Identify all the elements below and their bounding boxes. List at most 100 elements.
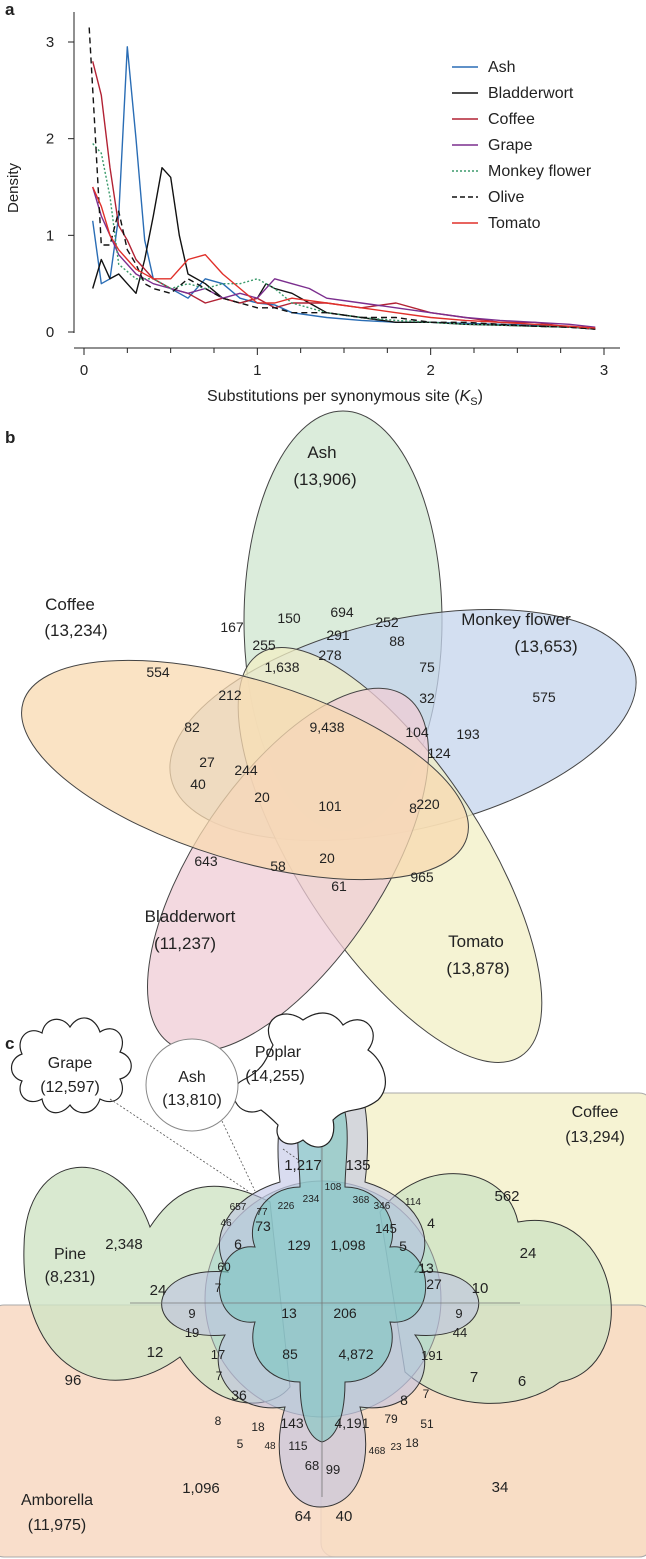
region-count: 44: [453, 1325, 467, 1340]
region-count: 145: [375, 1221, 397, 1236]
region-count: 88: [389, 633, 405, 649]
set-count-bladderwort: (11,237): [154, 934, 216, 953]
region-count: 135: [345, 1157, 370, 1174]
region-count: 104: [405, 724, 429, 740]
region-count: 17: [211, 1347, 225, 1362]
set-count-coffee: (13,294): [565, 1129, 625, 1146]
panel-label-b: b: [5, 428, 16, 447]
region-count: 27: [426, 1276, 442, 1292]
poplar-connector: [282, 1148, 301, 1162]
region-count: 226: [278, 1201, 295, 1212]
region-count: 115: [288, 1439, 307, 1453]
region-count: 27: [199, 754, 215, 770]
region-count: 64: [295, 1508, 312, 1525]
region-count: 4,191: [334, 1415, 369, 1431]
set-count-ash: (13,810): [162, 1092, 222, 1109]
region-count: 1,098: [330, 1237, 365, 1253]
x-tick-label: 0: [80, 362, 88, 379]
region-count: 468: [369, 1446, 386, 1457]
region-count: 7: [216, 1369, 223, 1383]
region-count: 562: [494, 1188, 519, 1205]
region-count: 10: [472, 1280, 489, 1297]
panel-label-a: a: [5, 0, 15, 19]
region-count: 124: [427, 745, 451, 761]
series-line-monkey-flower: [92, 143, 596, 330]
legend-label: Tomato: [488, 215, 541, 232]
region-count: 13: [281, 1305, 297, 1321]
set-label-ash: Ash: [178, 1069, 206, 1086]
region-count: 143: [280, 1415, 304, 1431]
venn-set-coffee: [21, 659, 469, 881]
region-count: 7: [215, 1281, 222, 1295]
legend-label: Bladderwort: [488, 85, 574, 102]
region-count: 150: [277, 610, 301, 626]
region-count: 643: [194, 853, 218, 869]
region-count: 101: [318, 798, 342, 814]
legend-label: Monkey flower: [488, 163, 592, 180]
region-count: 7: [470, 1369, 478, 1386]
region-count: 8: [409, 800, 417, 816]
region-count: 85: [282, 1346, 298, 1362]
legend-label: Olive: [488, 189, 525, 206]
set-count-coffee: (13,234): [44, 621, 107, 640]
region-count: 575: [532, 689, 556, 705]
region-count: 4,872: [338, 1346, 373, 1362]
y-tick-label: 3: [46, 34, 54, 51]
density-line-chart: 0 1 2 3 0 1 2 3 Density Substitutions per synon…: [5, 12, 620, 408]
chart-axes: [73, 12, 620, 349]
region-count: 40: [190, 776, 206, 792]
region-count: 255: [252, 637, 276, 653]
region-count: 7: [423, 1387, 430, 1401]
set-label-poplar: Poplar: [255, 1044, 302, 1061]
series-line-grape: [92, 186, 596, 328]
region-count: 657: [230, 1202, 247, 1213]
six-way-venn: Poplar (14,255) Grape (12,597) Ash (13,8…: [0, 1012, 646, 1558]
legend-label: Grape: [488, 137, 533, 154]
legend-label: Ash: [488, 59, 516, 76]
region-count: 18: [251, 1420, 265, 1434]
x-tick-label: 2: [426, 362, 434, 379]
region-count: 191: [421, 1348, 443, 1363]
region-count: 4: [427, 1215, 435, 1231]
region-count: 965: [410, 869, 434, 885]
ash-connector: [221, 1120, 256, 1192]
five-way-venn: Ash (13,906) Monkey flower (13,653) Coff…: [21, 410, 637, 1063]
y-axis-title: Density: [5, 162, 22, 213]
set-label-pine: Pine: [54, 1246, 86, 1263]
set-label-coffee: Coffee: [572, 1104, 619, 1121]
region-count: 114: [405, 1197, 421, 1208]
region-count: 20: [254, 789, 270, 805]
region-count: 20: [319, 850, 335, 866]
set-label-monkey-flower: Monkey flower: [461, 610, 571, 629]
region-count: 694: [330, 604, 354, 620]
region-count: 12: [147, 1344, 164, 1361]
region-count: 48: [264, 1441, 276, 1452]
region-count: 5: [399, 1238, 407, 1254]
region-count: 108: [325, 1182, 342, 1193]
region-count: 212: [218, 687, 242, 703]
panel-label-c: c: [5, 1034, 15, 1053]
region-count: 40: [336, 1508, 353, 1525]
region-count: 23: [390, 1442, 402, 1453]
set-shape-ash: [145, 1038, 239, 1132]
region-count: 73: [255, 1218, 271, 1234]
region-count: 234: [303, 1194, 320, 1205]
set-label-ash: Ash: [307, 443, 336, 462]
set-count-poplar: (14,255): [245, 1068, 305, 1085]
set-count-grape: (12,597): [40, 1079, 100, 1096]
venn-set-pine-right: [379, 1173, 612, 1404]
region-count: 6: [518, 1373, 526, 1390]
set-label-tomato: Tomato: [448, 932, 504, 951]
set-label-grape: Grape: [48, 1055, 93, 1072]
region-count: 34: [492, 1479, 509, 1496]
x-axis-title: Substitutions per synonymous site (KS): [207, 388, 483, 408]
region-count: 75: [419, 659, 435, 675]
region-count: 60: [217, 1260, 231, 1274]
region-count: 9,438: [309, 719, 344, 735]
region-count: 252: [375, 614, 399, 630]
region-count: 19: [185, 1325, 199, 1340]
region-count: 5: [237, 1437, 244, 1451]
series-line-tomato: [92, 186, 596, 329]
series-line-ash: [92, 46, 596, 330]
legend-label: Coffee: [488, 111, 535, 128]
